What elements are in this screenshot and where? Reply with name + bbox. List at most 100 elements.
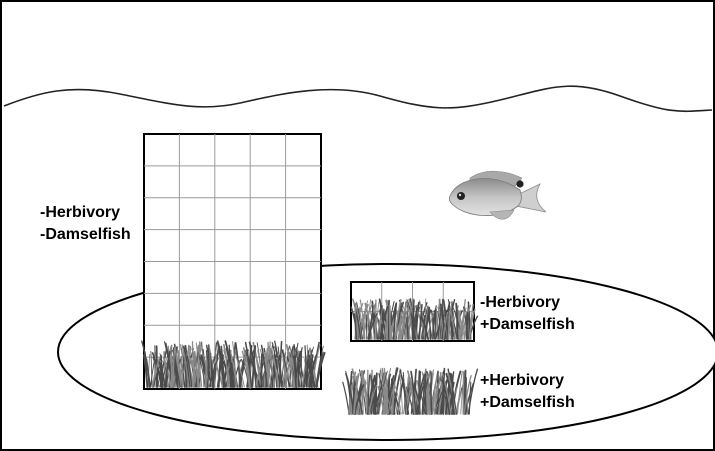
grass-blade — [283, 357, 291, 388]
grass-blade — [186, 355, 193, 388]
grass-blade — [293, 344, 303, 388]
grass-blade — [419, 371, 422, 415]
grass-blade — [216, 340, 225, 388]
grass-blade — [181, 344, 190, 388]
damselfish-icon — [449, 170, 547, 220]
grass-blade — [421, 374, 427, 415]
grass-blade — [429, 383, 433, 415]
grass-blade — [356, 302, 363, 340]
grass-blade — [285, 344, 295, 388]
grass-blade — [371, 302, 378, 340]
damselfish-label: -Damselfish — [40, 226, 131, 243]
grass-blade — [191, 359, 201, 388]
grass-blade — [420, 315, 430, 340]
grass-blade — [353, 313, 358, 340]
grass-blade — [285, 359, 291, 388]
grass-blade — [147, 353, 151, 388]
grass-blade — [225, 360, 234, 388]
grass-blade — [379, 306, 389, 340]
grass-blade — [424, 373, 427, 415]
grass-blade — [441, 372, 452, 415]
grass-blade — [205, 350, 212, 388]
grass-blade — [365, 299, 372, 340]
seagrass-icon — [342, 367, 479, 415]
grass-blade — [458, 310, 466, 340]
grass-blade — [263, 347, 269, 388]
grass-blade — [412, 304, 418, 340]
grass-blade — [451, 373, 455, 415]
grass-blade — [378, 378, 387, 415]
grass-blade — [381, 306, 390, 340]
grass-blade — [141, 340, 151, 388]
grass-blade — [418, 386, 426, 415]
grass-blade — [301, 349, 310, 388]
grass-blade — [265, 352, 272, 388]
grass-blade — [377, 370, 388, 415]
grass-blade — [315, 345, 324, 388]
grass-blade — [397, 303, 408, 340]
grass-blade — [249, 359, 261, 388]
grass-blade — [172, 348, 176, 388]
grass-blade — [468, 308, 476, 340]
grass-blade — [306, 350, 310, 388]
grass-blade — [204, 352, 208, 388]
grass-blade — [447, 309, 451, 340]
grass-blade — [207, 344, 214, 388]
fish-anal-fin — [489, 209, 515, 220]
grass-blade — [353, 378, 364, 415]
grass-blade — [427, 387, 431, 415]
damselfish-label: +Damselfish — [480, 394, 575, 411]
fish-body — [449, 178, 522, 216]
grass-blade — [152, 360, 163, 388]
fish-eye — [457, 192, 465, 200]
grass-blade — [394, 384, 402, 415]
grass-blade — [361, 375, 364, 415]
grass-blade — [445, 372, 452, 415]
grass-blade — [455, 302, 459, 340]
grass-blade — [463, 306, 469, 340]
grass-blade — [347, 371, 357, 415]
herbivory-label: +Herbivory — [480, 372, 565, 389]
grass-blade — [422, 315, 427, 340]
grass-blade — [374, 376, 377, 415]
grass-blade — [391, 384, 395, 415]
grass-blade — [158, 360, 166, 388]
grass-blade — [244, 341, 253, 388]
grass-blade — [437, 303, 443, 340]
grass-blade — [402, 372, 406, 415]
grass-blade — [195, 342, 203, 388]
treatment-label-open: +Herbivory +Damselfish — [480, 370, 575, 414]
grass-blade — [164, 358, 170, 388]
grass-blade — [449, 307, 456, 340]
grass-blade — [404, 298, 415, 340]
grass-blade — [151, 352, 163, 388]
fish-spot — [516, 180, 524, 188]
grass-blade — [423, 306, 429, 340]
grass-blade — [368, 385, 377, 415]
seagrass-icon — [350, 298, 479, 340]
grass-blade — [367, 374, 371, 415]
grass-blade — [460, 378, 465, 415]
full-exclusion-cage — [141, 133, 326, 390]
grass-blade — [150, 350, 153, 388]
grass-blade — [274, 346, 284, 388]
grass-blade — [180, 355, 184, 388]
grass-blade — [407, 370, 416, 415]
water-surface-line — [3, 85, 713, 113]
treatment-label-exclusion: -Herbivory -Damselfish — [40, 202, 131, 246]
grass-blade — [172, 349, 181, 388]
grass-blade — [242, 347, 252, 388]
grass-blade — [241, 350, 251, 388]
grass-blade — [303, 358, 308, 388]
grass-blade — [394, 299, 402, 340]
grass-blade — [352, 373, 360, 415]
grass-blade — [270, 348, 279, 388]
grass-blade — [376, 373, 384, 415]
grass-blade — [368, 313, 378, 340]
grass-blade — [163, 357, 172, 388]
fish-tail — [514, 183, 547, 213]
grass-blade — [160, 360, 169, 388]
grass-blade — [263, 351, 270, 388]
grass-blade — [304, 346, 314, 388]
